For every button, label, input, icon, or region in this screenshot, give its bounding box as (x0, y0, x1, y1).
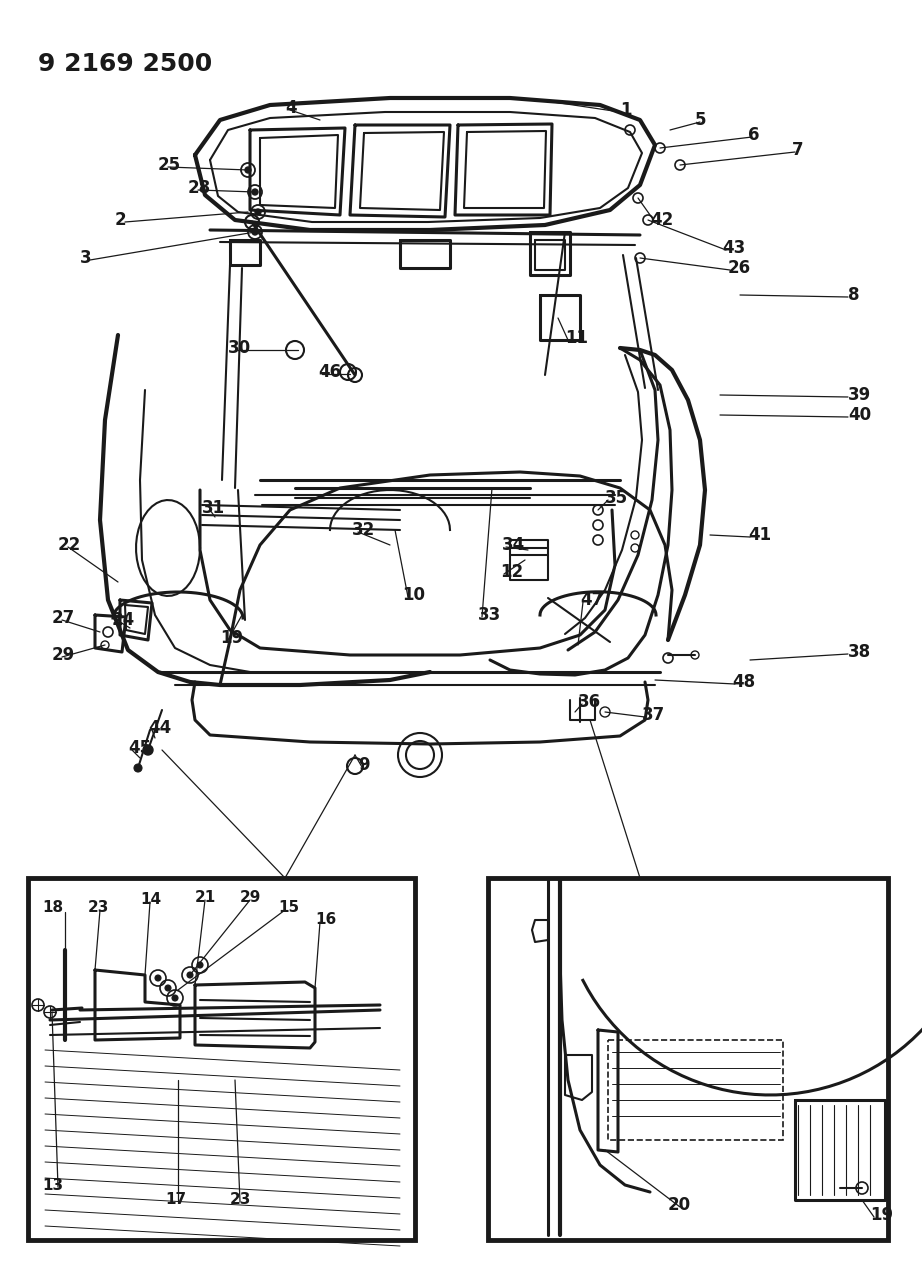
Text: 30: 30 (228, 339, 251, 357)
Circle shape (197, 963, 203, 968)
Bar (608, 1040, 783, 1140)
Text: 11: 11 (565, 329, 588, 347)
Text: 14: 14 (140, 892, 161, 908)
Circle shape (245, 167, 251, 173)
Text: 23: 23 (230, 1192, 252, 1207)
Text: 1: 1 (620, 101, 632, 119)
Text: 40: 40 (848, 405, 871, 425)
Text: 3: 3 (80, 249, 91, 266)
Text: 9: 9 (358, 756, 370, 774)
Text: 43: 43 (722, 238, 745, 258)
Text: 42: 42 (650, 210, 673, 229)
Text: 28: 28 (188, 179, 211, 198)
Text: 4: 4 (285, 99, 297, 117)
Text: 39: 39 (848, 386, 871, 404)
Text: 16: 16 (315, 913, 337, 927)
Text: 36: 36 (578, 694, 601, 711)
Text: 41: 41 (748, 527, 771, 544)
Text: 21: 21 (195, 890, 217, 905)
Text: 44: 44 (148, 719, 171, 737)
Text: 23: 23 (88, 900, 110, 915)
Text: 5: 5 (695, 111, 706, 129)
Text: 12: 12 (500, 564, 523, 581)
Text: 7: 7 (792, 142, 804, 159)
Text: 20: 20 (668, 1196, 692, 1214)
Text: 29: 29 (240, 890, 261, 905)
Text: 10: 10 (402, 586, 425, 604)
Text: 47: 47 (580, 592, 603, 609)
Text: 26: 26 (728, 259, 751, 277)
Text: 27: 27 (52, 609, 76, 627)
Bar (28, 878, 415, 1241)
Text: 35: 35 (605, 490, 628, 507)
Text: 19: 19 (870, 1206, 893, 1224)
Circle shape (252, 230, 258, 235)
Circle shape (187, 972, 193, 978)
Text: 34: 34 (502, 536, 526, 555)
Text: 2: 2 (115, 210, 126, 229)
Circle shape (155, 975, 161, 980)
Circle shape (143, 745, 153, 755)
Circle shape (252, 189, 258, 195)
Text: 8: 8 (848, 286, 859, 303)
Text: 37: 37 (642, 706, 666, 724)
Text: 6: 6 (748, 126, 760, 144)
Text: 29: 29 (52, 646, 76, 664)
Text: 32: 32 (352, 521, 375, 539)
Text: 48: 48 (732, 673, 755, 691)
Text: 19: 19 (220, 629, 243, 646)
Text: 46: 46 (318, 363, 341, 381)
Circle shape (165, 986, 171, 991)
Text: 9 2169 2500: 9 2169 2500 (38, 52, 212, 76)
Text: 33: 33 (478, 606, 502, 623)
Circle shape (255, 209, 261, 215)
Text: 45: 45 (128, 740, 151, 757)
Circle shape (172, 994, 178, 1001)
Bar (488, 878, 888, 1241)
Text: 15: 15 (278, 900, 299, 915)
Text: 13: 13 (42, 1178, 63, 1192)
Text: 22: 22 (58, 536, 81, 555)
Text: 25: 25 (158, 156, 181, 173)
Text: 18: 18 (42, 900, 63, 915)
Text: 24: 24 (112, 611, 136, 629)
Circle shape (134, 764, 142, 771)
Text: 38: 38 (848, 643, 871, 660)
Text: 17: 17 (165, 1192, 186, 1207)
Text: 31: 31 (202, 499, 225, 516)
